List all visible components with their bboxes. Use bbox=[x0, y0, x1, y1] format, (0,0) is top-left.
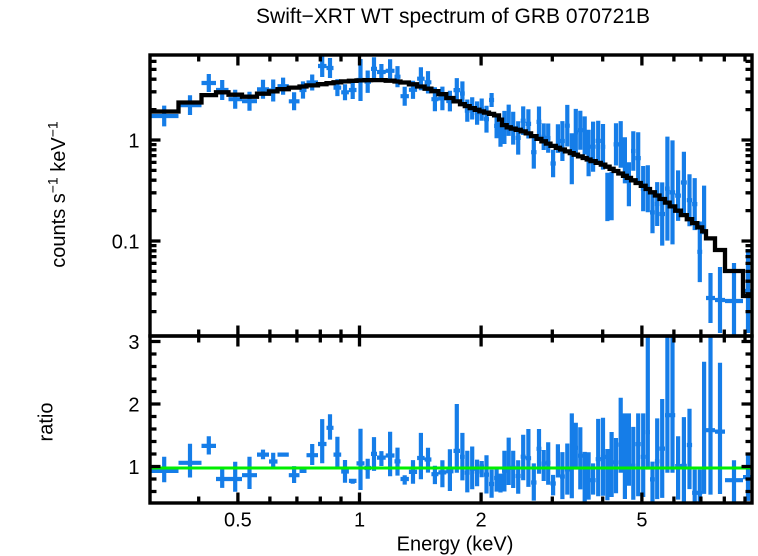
svg-text:1: 1 bbox=[128, 130, 139, 152]
svg-text:5: 5 bbox=[636, 510, 647, 532]
svg-text:ratio: ratio bbox=[36, 403, 58, 442]
svg-text:Energy (keV): Energy (keV) bbox=[397, 534, 514, 556]
svg-text:1: 1 bbox=[128, 457, 139, 479]
svg-text:0.1: 0.1 bbox=[112, 231, 140, 253]
svg-text:Swift−XRT WT spectrum of GRB 0: Swift−XRT WT spectrum of GRB 070721B bbox=[256, 5, 650, 28]
svg-text:2: 2 bbox=[476, 510, 487, 532]
svg-text:1: 1 bbox=[354, 510, 365, 532]
svg-text:2: 2 bbox=[128, 394, 139, 416]
svg-text:counts s−1 keV−1: counts s−1 keV−1 bbox=[45, 121, 71, 268]
svg-text:3: 3 bbox=[128, 332, 139, 354]
svg-text:0.5: 0.5 bbox=[224, 510, 252, 532]
